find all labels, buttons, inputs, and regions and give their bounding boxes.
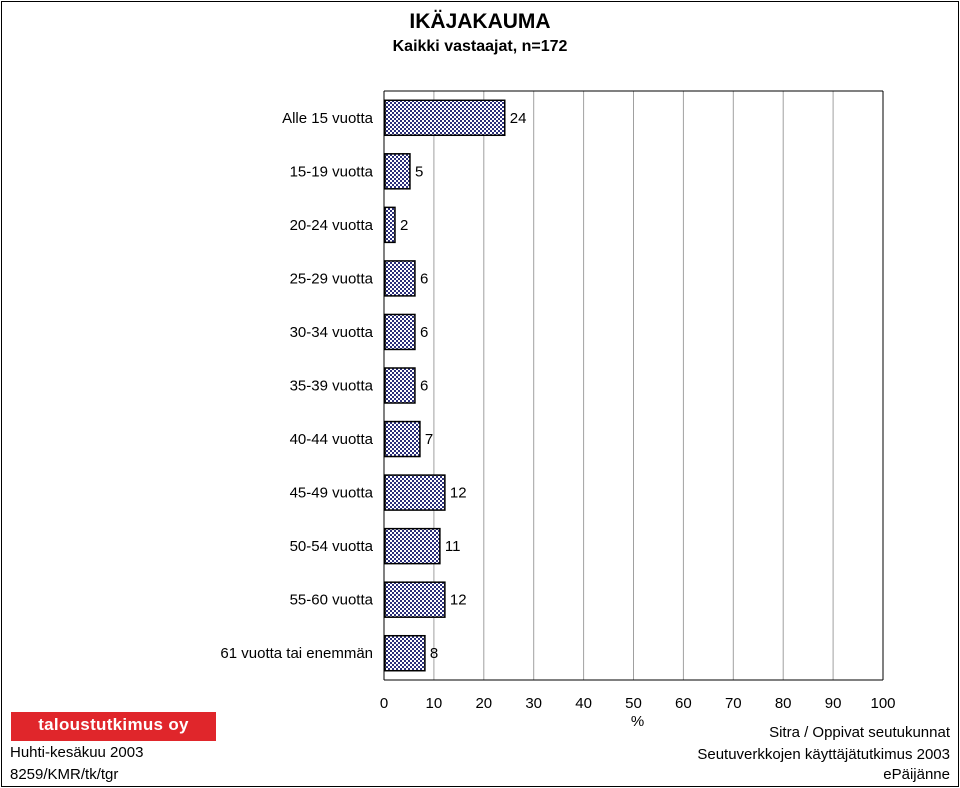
category-label: 35-39 vuotta xyxy=(290,378,374,395)
category-label: 55-60 vuotta xyxy=(290,592,374,609)
x-tick-label: 60 xyxy=(675,695,692,712)
footer-client: Sitra / Oppivat seutukunnat xyxy=(769,724,950,741)
bar xyxy=(384,260,416,297)
data-label: 12 xyxy=(450,485,467,502)
chart-subtitle: Kaikki vastaajat, n=172 xyxy=(392,38,568,55)
category-label: 50-54 vuotta xyxy=(290,538,374,555)
x-tick-label: 30 xyxy=(525,695,542,712)
x-tick-label: 40 xyxy=(575,695,592,712)
chart-title: IKÄJAKAUMA xyxy=(409,10,551,33)
bar xyxy=(384,420,421,458)
company-logo: taloustutkimus oy xyxy=(11,712,216,738)
x-tick-label: 90 xyxy=(825,695,842,712)
bar xyxy=(384,313,416,351)
category-label: 30-34 vuotta xyxy=(290,324,374,341)
category-label: 15-19 vuotta xyxy=(290,163,374,180)
x-tick-label: 10 xyxy=(426,695,443,712)
category-label: 61 vuotta tai enemmän xyxy=(220,645,373,662)
data-label: 7 xyxy=(425,431,433,448)
x-tick-label: 80 xyxy=(775,695,792,712)
category-label: 45-49 vuotta xyxy=(290,485,374,502)
data-label: 24 xyxy=(510,110,527,127)
data-label: 6 xyxy=(420,324,428,341)
category-label: Alle 15 vuotta xyxy=(282,110,374,127)
data-label: 12 xyxy=(450,592,467,609)
data-label: 11 xyxy=(445,538,461,555)
footer-region: ePäijänne xyxy=(883,766,950,783)
bar xyxy=(384,153,411,190)
bar xyxy=(384,367,416,404)
data-label: 6 xyxy=(420,270,428,287)
bar xyxy=(384,206,396,244)
data-label: 2 xyxy=(400,217,408,234)
data-label: 6 xyxy=(420,378,428,395)
x-tick-label: 70 xyxy=(725,695,742,712)
x-tick-label: 20 xyxy=(475,695,492,712)
x-tick-label: 50 xyxy=(625,695,642,712)
data-label: 5 xyxy=(415,163,423,180)
category-label: 20-24 vuotta xyxy=(290,217,374,234)
category-label: 25-29 vuotta xyxy=(290,270,374,287)
bar xyxy=(384,474,446,511)
x-tick-label: 0 xyxy=(380,695,388,712)
category-label: 40-44 vuotta xyxy=(290,431,374,448)
bar xyxy=(384,581,446,618)
bar xyxy=(384,634,426,672)
footer-code: 8259/KMR/tk/tgr xyxy=(10,766,119,783)
footer-study: Seutuverkkojen käyttäjätutkimus 2003 xyxy=(697,746,950,763)
data-label: 8 xyxy=(430,645,438,662)
footer-date: Huhti-kesäkuu 2003 xyxy=(10,744,144,761)
x-tick-label: 100 xyxy=(870,695,895,712)
logo-underline xyxy=(11,738,216,741)
bar xyxy=(384,99,506,137)
bar xyxy=(384,527,441,565)
x-axis-label: % xyxy=(631,713,644,730)
